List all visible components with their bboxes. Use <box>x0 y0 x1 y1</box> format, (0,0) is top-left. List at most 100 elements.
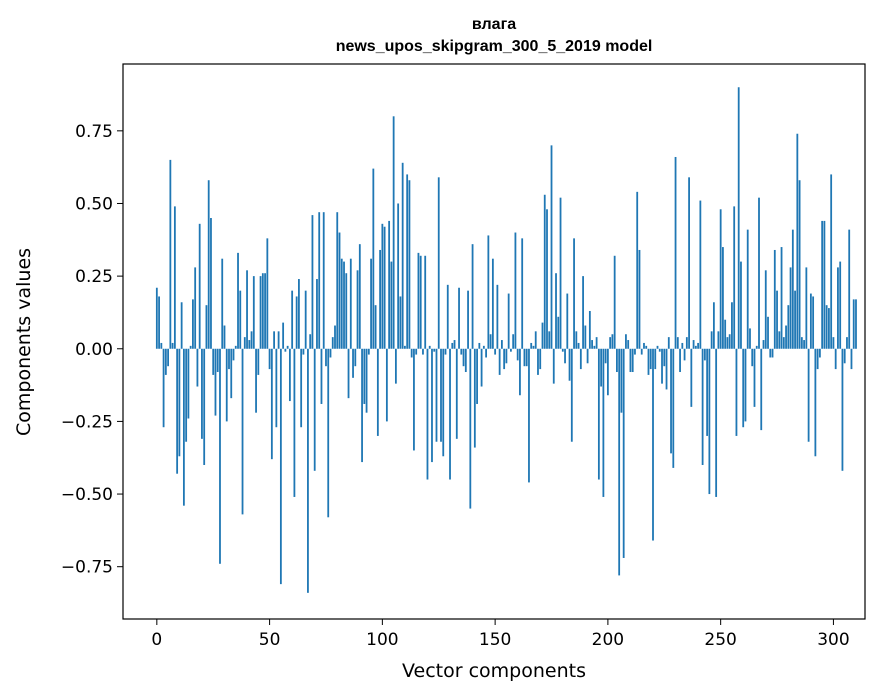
bar-component-112 <box>408 180 411 349</box>
bar-component-94 <box>367 348 370 355</box>
x-axis-label: Vector components <box>402 660 586 682</box>
bar-component-78 <box>331 337 334 349</box>
bar-component-129 <box>446 284 449 349</box>
bar-component-181 <box>564 348 566 364</box>
bar-component-117 <box>419 255 422 349</box>
bar-component-170 <box>539 348 542 370</box>
bar-component-72 <box>318 212 321 349</box>
bar-component-91 <box>361 348 363 463</box>
bar-component-293 <box>816 348 819 370</box>
bar-component-107 <box>397 203 400 349</box>
bar-component-141 <box>473 348 476 448</box>
bar-component-165 <box>528 348 530 483</box>
bar-component-18 <box>196 348 199 387</box>
bar-component-224 <box>661 348 663 384</box>
x-tick-label-0: 0 <box>151 630 162 650</box>
bar-component-162 <box>521 238 524 349</box>
bar-component-283 <box>794 290 796 349</box>
bar-component-175 <box>550 145 553 349</box>
bar-component-51 <box>270 348 273 460</box>
y-axis-label: Components values <box>13 248 35 436</box>
bar-component-230 <box>674 156 677 349</box>
bar-component-228 <box>670 348 672 454</box>
bar-component-54 <box>277 331 280 349</box>
bar-component-218 <box>647 348 650 375</box>
bar-component-187 <box>577 342 580 349</box>
bar-component-61 <box>293 348 296 497</box>
bar-component-124 <box>435 348 438 442</box>
bar-component-140 <box>471 244 474 349</box>
bar-component-269 <box>762 340 765 349</box>
bar-component-236 <box>688 177 690 349</box>
bar-component-194 <box>593 345 596 349</box>
bar-component-50 <box>268 348 271 370</box>
bar-component-6 <box>169 159 172 349</box>
bar-component-132 <box>453 340 456 349</box>
bar-component-297 <box>825 305 828 349</box>
bar-component-84 <box>345 273 348 349</box>
y-tick-label-3: 0.00 <box>75 340 113 360</box>
bar-component-173 <box>546 209 548 349</box>
bar-component-32 <box>228 348 230 370</box>
bar-component-296 <box>823 220 826 349</box>
bar-component-16 <box>192 299 194 349</box>
bar-component-2 <box>160 342 163 349</box>
bar-component-138 <box>467 290 469 349</box>
bar-component-75 <box>325 348 327 367</box>
bar-component-226 <box>665 348 668 390</box>
bar-component-262 <box>746 229 749 349</box>
bar-component-137 <box>464 348 467 373</box>
bar-component-302 <box>837 267 839 349</box>
bar-component-43 <box>252 276 255 349</box>
bar-component-59 <box>288 348 291 402</box>
bar-component-157 <box>510 348 512 352</box>
bar-component-309 <box>852 299 855 349</box>
bar-component-276 <box>778 331 781 349</box>
bar-component-282 <box>791 229 794 349</box>
bar-component-222 <box>656 345 659 349</box>
bar-component-278 <box>782 337 785 349</box>
bar-component-1 <box>158 296 160 349</box>
bar-component-202 <box>611 334 614 349</box>
bar-component-300 <box>832 337 835 349</box>
bar-component-104 <box>390 261 393 349</box>
bar-component-96 <box>372 168 375 349</box>
y-tick-label-1: −0.50 <box>61 485 113 505</box>
bar-component-227 <box>667 337 670 349</box>
bar-component-152 <box>498 348 501 375</box>
bar-component-81 <box>338 232 341 349</box>
bar-component-105 <box>392 116 395 349</box>
bar-component-206 <box>620 348 623 413</box>
bar-component-126 <box>440 348 442 442</box>
y-tick-label-0: −0.75 <box>61 558 113 578</box>
bar-component-60 <box>291 290 294 349</box>
bar-component-250 <box>719 209 722 349</box>
bar-component-56 <box>282 322 285 349</box>
bar-component-238 <box>692 340 695 349</box>
bar-component-195 <box>595 337 598 349</box>
bar-component-97 <box>374 305 377 349</box>
bar-component-115 <box>415 348 418 355</box>
bar-component-221 <box>654 348 657 370</box>
bar-component-4 <box>164 348 167 375</box>
bar-component-55 <box>279 348 282 585</box>
bar-component-163 <box>523 348 526 367</box>
bar-component-291 <box>812 296 815 349</box>
bar-component-247 <box>712 302 715 349</box>
bar-component-211 <box>631 348 634 373</box>
bar-component-274 <box>773 249 776 349</box>
bar-component-255 <box>731 302 733 349</box>
bar-component-295 <box>821 220 824 349</box>
bar-component-215 <box>640 348 643 355</box>
bar-component-272 <box>769 348 772 358</box>
bar-component-28 <box>219 348 221 564</box>
bar-component-100 <box>381 223 384 349</box>
bar-component-128 <box>444 348 447 355</box>
bar-component-253 <box>726 337 729 349</box>
bar-component-69 <box>311 215 314 349</box>
bar-component-131 <box>451 342 454 349</box>
bar-component-87 <box>352 348 354 378</box>
bar-component-294 <box>818 348 821 358</box>
bar-component-160 <box>516 348 519 361</box>
bar-component-182 <box>566 293 569 349</box>
